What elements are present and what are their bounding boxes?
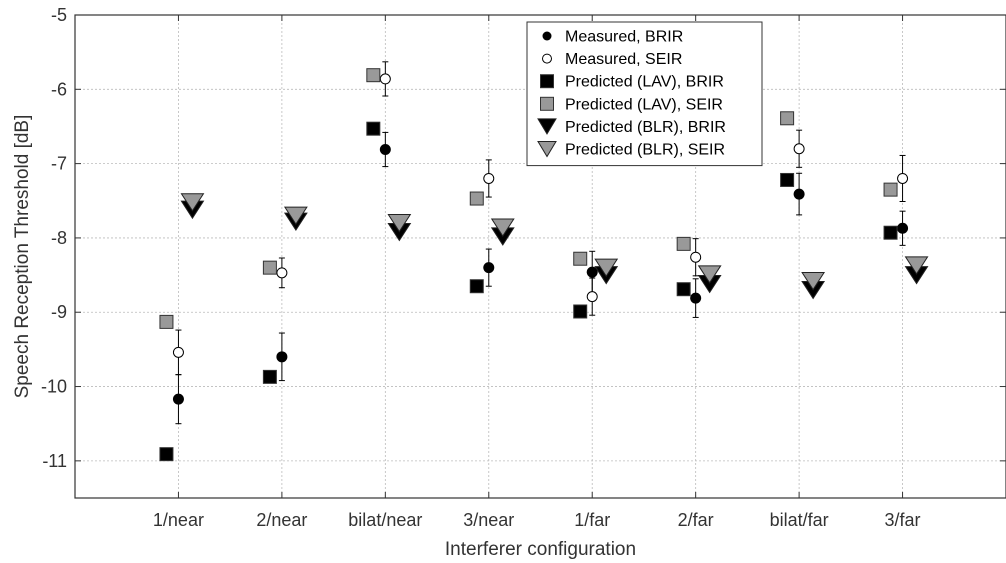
legend-label: Predicted (BLR), SEIR xyxy=(565,142,725,159)
data-point xyxy=(483,262,495,274)
data-point xyxy=(172,346,184,358)
y-tick-label: -5 xyxy=(51,5,67,25)
legend-label: Measured, BRIR xyxy=(565,29,683,46)
data-point xyxy=(586,291,598,303)
legend-box xyxy=(526,21,763,167)
x-tick-label: 2/far xyxy=(678,510,714,530)
plot-frame xyxy=(74,14,1006,499)
y-tick-label: -6 xyxy=(51,79,67,99)
data-point xyxy=(276,351,288,363)
data-point xyxy=(904,256,929,275)
data-point xyxy=(690,251,702,263)
x-tick-label: 3/far xyxy=(885,510,921,530)
data-point xyxy=(387,214,412,233)
x-tick-label: 1/far xyxy=(574,510,610,530)
data-point xyxy=(276,267,288,279)
legend-marker xyxy=(540,96,554,111)
data-point xyxy=(379,73,391,85)
data-point xyxy=(793,143,805,155)
y-tick-label: -7 xyxy=(51,154,67,174)
legend-marker xyxy=(537,141,557,158)
x-axis-label: Interferer configuration xyxy=(445,539,636,560)
data-point xyxy=(697,265,722,284)
data-point xyxy=(283,206,308,226)
data-point xyxy=(490,218,515,237)
data-point xyxy=(690,292,702,304)
data-point xyxy=(573,304,588,319)
data-point xyxy=(159,447,174,462)
data-markers xyxy=(159,68,929,462)
data-point xyxy=(780,111,795,126)
data-point xyxy=(172,393,184,405)
x-tick-label: bilat/near xyxy=(348,510,422,530)
y-axis-label: Speech Reception Threshold [dB] xyxy=(12,115,33,399)
series-3 xyxy=(159,68,898,329)
data-point xyxy=(469,191,484,206)
x-tick-label: 3/near xyxy=(463,510,514,530)
data-point xyxy=(483,172,495,184)
series-0 xyxy=(172,143,909,405)
series-5 xyxy=(180,193,929,291)
x-tick-label: bilat/far xyxy=(770,510,829,530)
data-point xyxy=(883,225,898,240)
data-point xyxy=(780,172,795,187)
legend-marker xyxy=(540,74,554,89)
data-point xyxy=(801,272,826,291)
data-point xyxy=(897,222,909,234)
data-point xyxy=(676,236,691,251)
data-point xyxy=(366,68,381,83)
data-point xyxy=(366,121,381,136)
y-tick-label: -10 xyxy=(41,377,67,397)
data-point xyxy=(573,251,588,266)
legend-label: Predicted (LAV), SEIR xyxy=(565,96,723,113)
series-2 xyxy=(159,121,898,462)
data-point xyxy=(793,188,805,200)
legend-label: Measured, SEIR xyxy=(565,51,682,68)
y-tick-label: -11 xyxy=(42,451,67,471)
data-point xyxy=(379,143,391,155)
data-point xyxy=(676,282,691,297)
x-tick-label: 2/near xyxy=(256,510,307,530)
data-point xyxy=(897,172,909,184)
y-tick-label: -9 xyxy=(51,302,67,322)
axis-ticks: -11 -10 -9 -8 -7 -6 -5 1/near 2/near bilat/near 3/… xyxy=(41,5,1006,530)
legend: Measured, BRIR Measured, SEIR Predicted (L… xyxy=(526,21,763,167)
data-point xyxy=(262,260,277,275)
data-point xyxy=(469,279,484,294)
data-point xyxy=(180,193,205,212)
x-tick-label: 1/near xyxy=(153,510,204,530)
data-point xyxy=(594,258,619,278)
legend-label: Predicted (LAV), BRIR xyxy=(565,74,724,91)
legend-marker xyxy=(542,53,552,64)
data-point xyxy=(883,182,898,197)
y-tick-label: -8 xyxy=(51,228,67,248)
legend-label: Predicted (BLR), BRIR xyxy=(565,119,726,136)
legend-marker xyxy=(542,31,552,41)
data-point xyxy=(586,266,598,278)
data-point xyxy=(159,314,174,329)
legend-marker xyxy=(537,118,557,135)
series-1 xyxy=(172,73,909,358)
data-point xyxy=(262,369,277,384)
